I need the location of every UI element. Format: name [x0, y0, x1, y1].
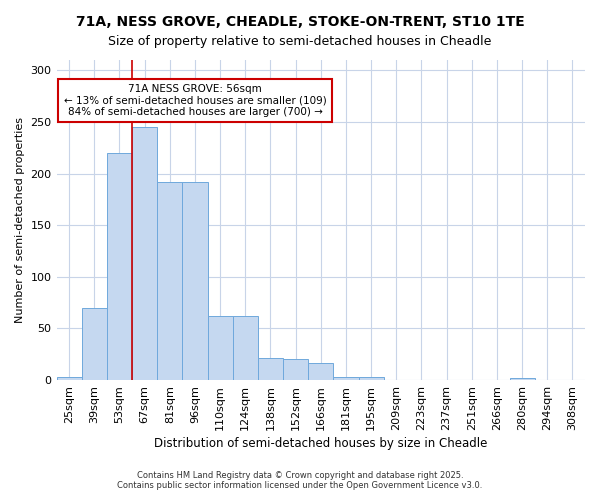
X-axis label: Distribution of semi-detached houses by size in Cheadle: Distribution of semi-detached houses by … — [154, 437, 487, 450]
Bar — [334, 377, 359, 380]
Bar — [308, 362, 334, 380]
Bar — [182, 182, 208, 380]
Text: 71A, NESS GROVE, CHEADLE, STOKE-ON-TRENT, ST10 1TE: 71A, NESS GROVE, CHEADLE, STOKE-ON-TRENT… — [76, 15, 524, 29]
Bar — [107, 153, 132, 380]
Text: Contains HM Land Registry data © Crown copyright and database right 2025.
Contai: Contains HM Land Registry data © Crown c… — [118, 470, 482, 490]
Bar — [56, 377, 82, 380]
Bar — [208, 316, 233, 380]
Bar — [82, 308, 107, 380]
Bar — [157, 182, 182, 380]
Bar — [359, 377, 383, 380]
Bar — [132, 127, 157, 380]
Bar — [509, 378, 535, 380]
Y-axis label: Number of semi-detached properties: Number of semi-detached properties — [15, 117, 25, 323]
Text: Size of property relative to semi-detached houses in Cheadle: Size of property relative to semi-detach… — [109, 35, 491, 48]
Text: 71A NESS GROVE: 56sqm
← 13% of semi-detached houses are smaller (109)
84% of sem: 71A NESS GROVE: 56sqm ← 13% of semi-deta… — [64, 84, 326, 117]
Bar — [233, 316, 258, 380]
Bar — [283, 360, 308, 380]
Bar — [258, 358, 283, 380]
